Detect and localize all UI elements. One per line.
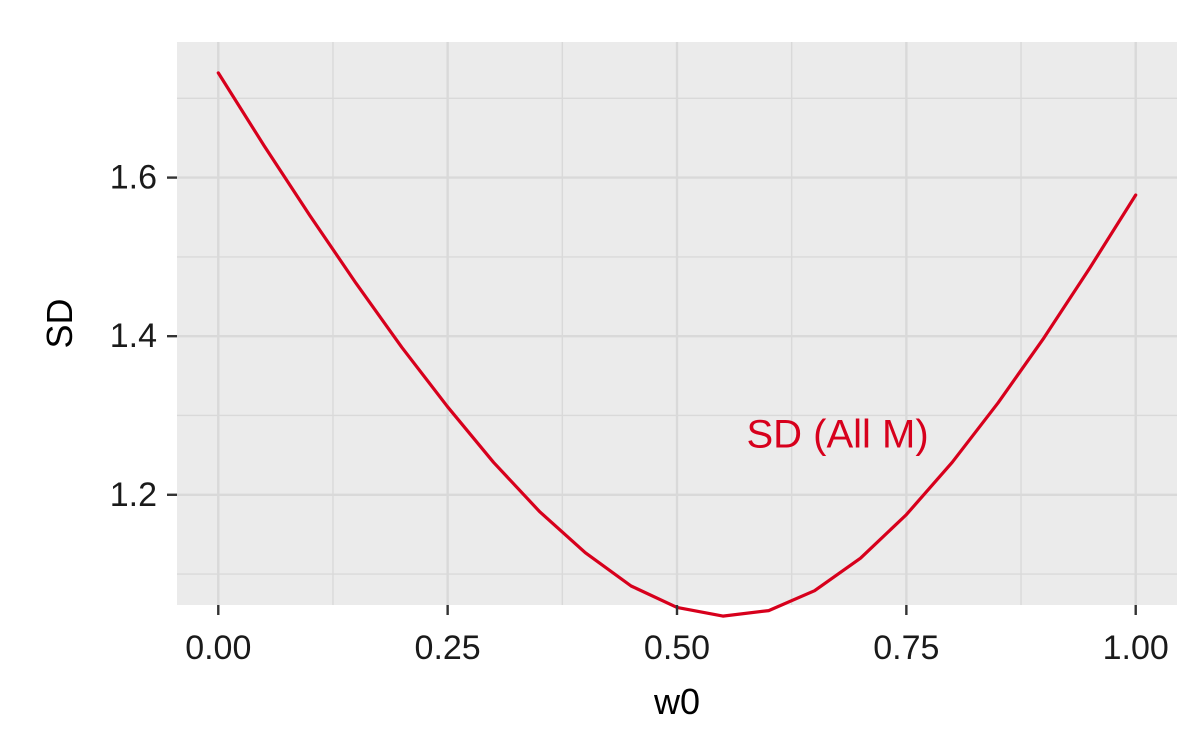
x-tick-label: 0.75 — [873, 629, 939, 667]
major-grid — [177, 42, 1177, 605]
x-tick-label: 1.00 — [1103, 629, 1169, 667]
annotation-layer: SD (All M) — [746, 413, 928, 457]
y-tick-label: 1.6 — [110, 159, 157, 197]
y-tick-label: 1.4 — [110, 317, 157, 355]
x-axis: 0.00 0.25 0.50 0.75 1.00 — [185, 605, 1169, 667]
y-tick-label: 1.2 — [110, 476, 157, 514]
x-axis-title: w0 — [653, 681, 700, 722]
x-tick-label: 0.50 — [644, 629, 710, 667]
y-axis-title: SD — [39, 298, 80, 348]
series-annotation-label: SD (All M) — [746, 413, 928, 457]
x-tick-label: 0.00 — [185, 629, 251, 667]
y-axis: 1.2 1.4 1.6 — [110, 159, 177, 514]
x-tick-label: 0.25 — [415, 629, 481, 667]
